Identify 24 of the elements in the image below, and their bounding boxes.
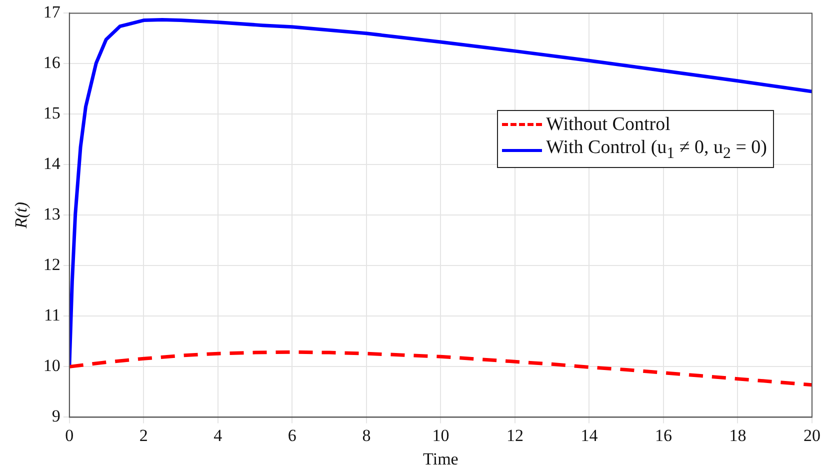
y-tick-label: 9: [52, 406, 60, 426]
y-axis-title: R(t): [12, 202, 31, 230]
y-tick-label: 15: [43, 104, 60, 123]
x-axis-title: Time: [423, 449, 458, 468]
x-tick-label: 6: [288, 426, 296, 445]
x-tick-label: 14: [580, 426, 598, 445]
x-tick-label: 18: [729, 426, 746, 445]
x-tick-label: 12: [506, 426, 524, 445]
y-tick-label: 16: [43, 53, 60, 72]
y-tick-label: 12: [43, 255, 60, 274]
x-tick-label: 16: [654, 426, 672, 445]
x-tick-label: 0: [65, 426, 74, 445]
x-tick-label: 10: [432, 426, 450, 445]
y-tick-label: 17: [43, 2, 61, 22]
legend-label: With Control (u$_{1}$ ≠ 0, u$_{2}$ = 0): [546, 136, 767, 164]
y-tick-label: 10: [43, 356, 60, 376]
x-tick-label: 8: [362, 426, 371, 445]
x-tick-label: 2: [139, 426, 148, 445]
legend-label: Without Control: [546, 113, 670, 136]
y-tick-label: 11: [44, 306, 60, 325]
x-tick-label: 4: [214, 426, 223, 445]
y-tick-label: 14: [43, 154, 61, 174]
x-tick-label: 20: [804, 426, 820, 445]
y-tick-label: 13: [43, 204, 60, 224]
